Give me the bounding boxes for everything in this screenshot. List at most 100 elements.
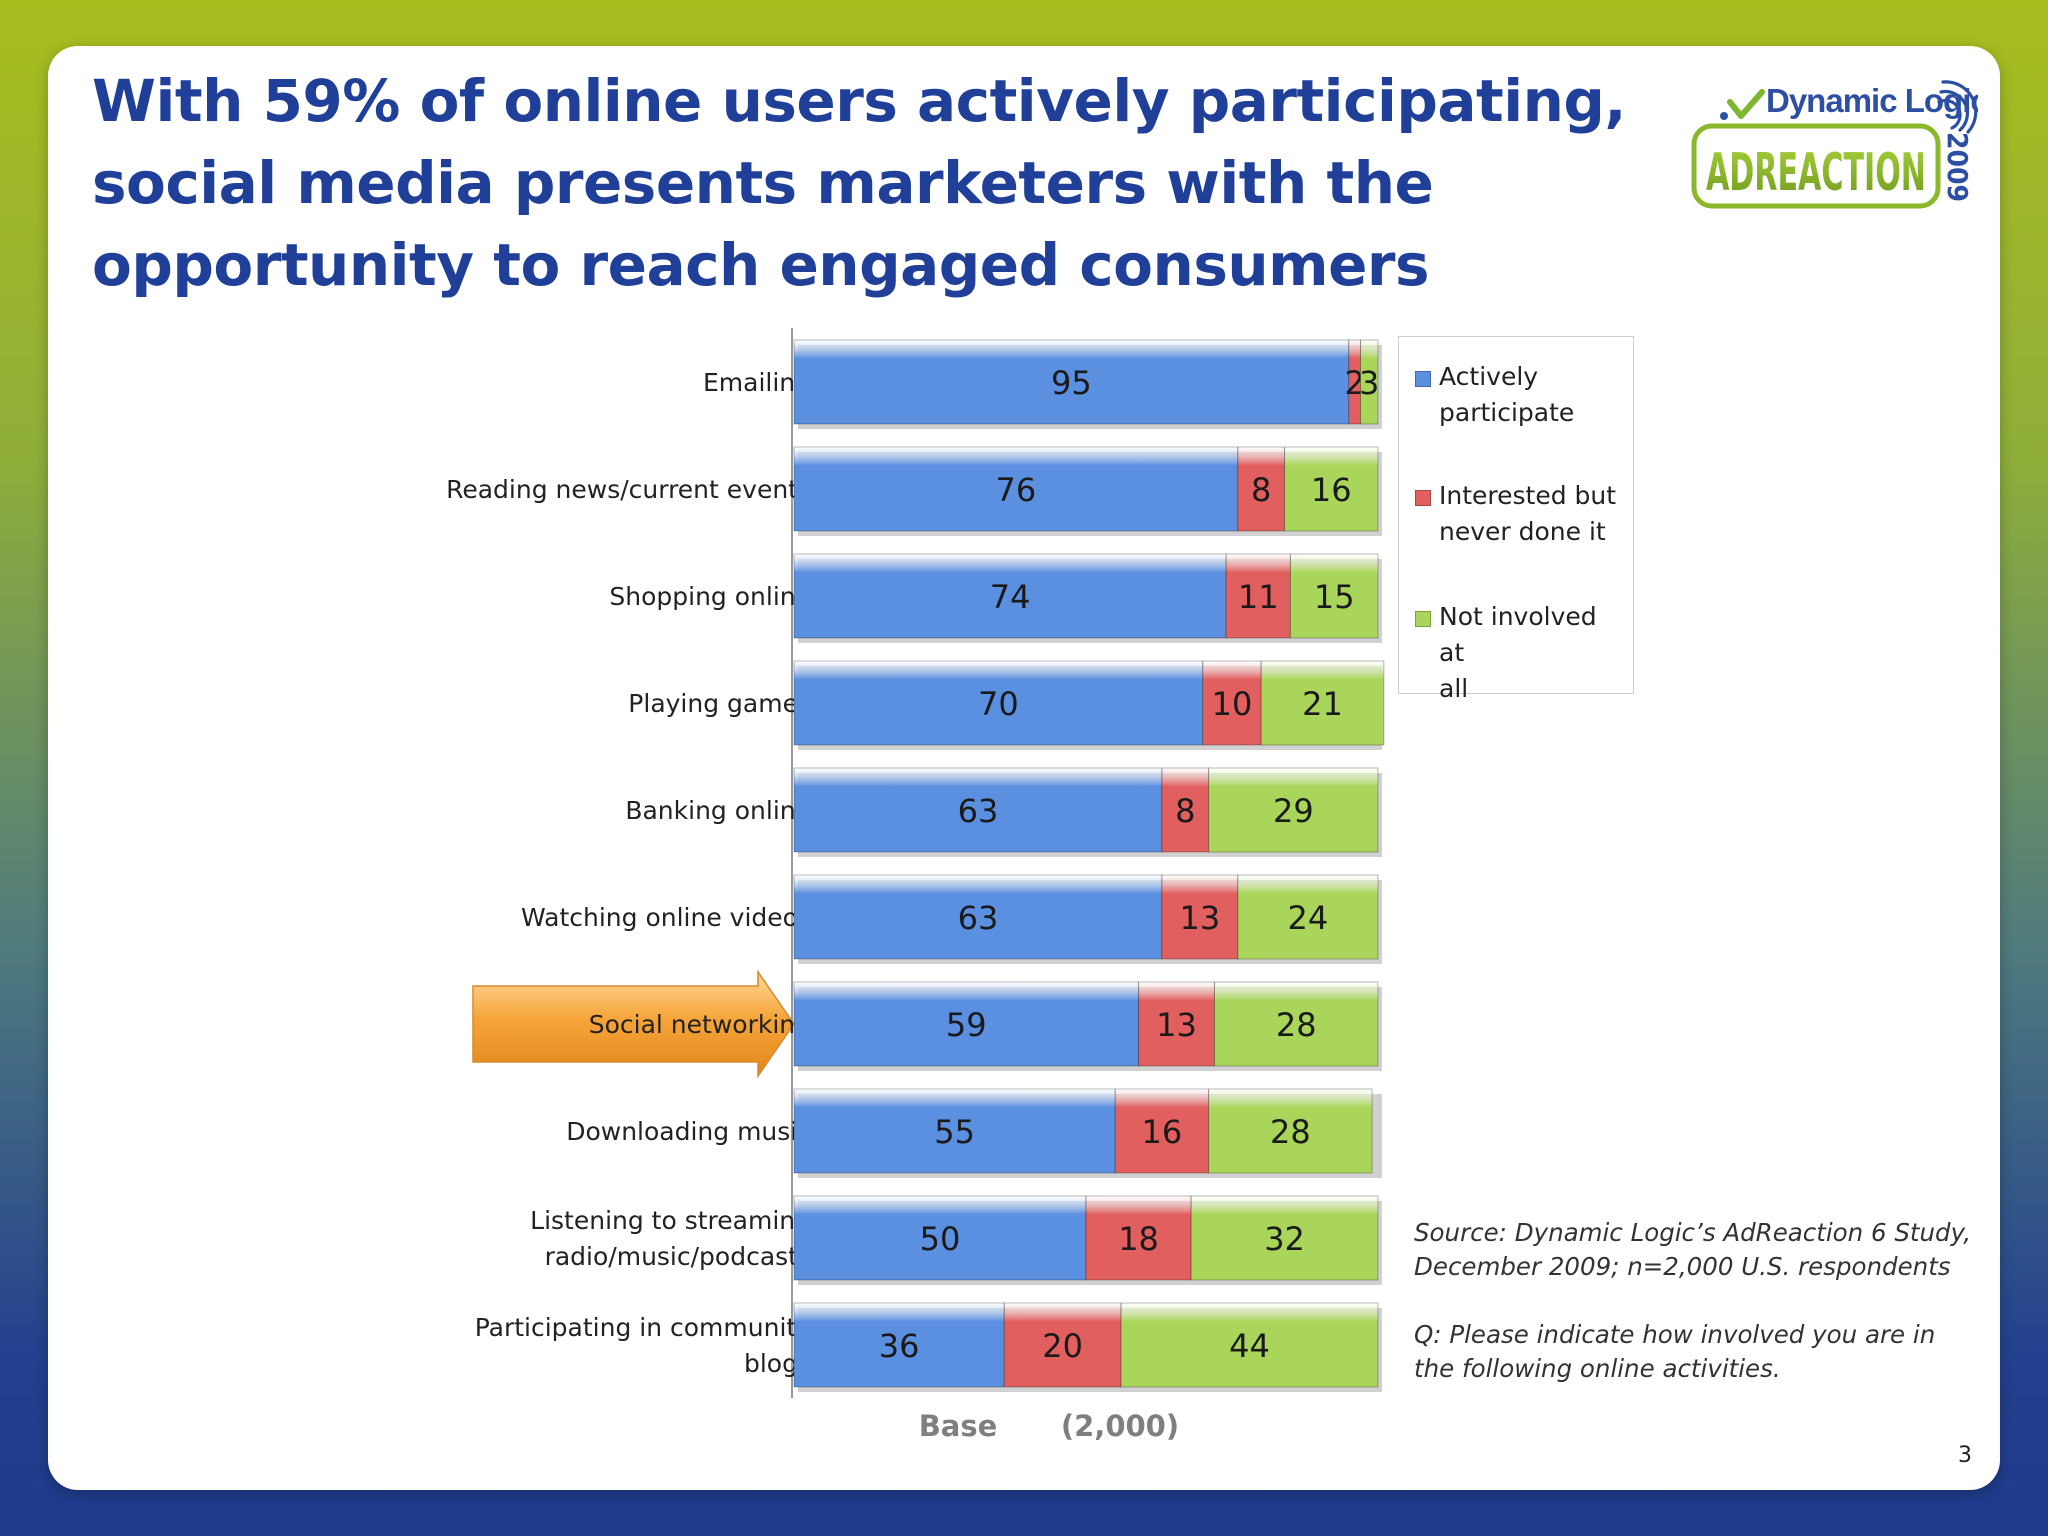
data-label: 16 — [1311, 471, 1352, 509]
question-note: Q: Please indicate how involved you are … — [1414, 1320, 1936, 1383]
bar-segment — [1289, 553, 1379, 639]
bar-segment — [793, 1088, 1116, 1174]
bar-segment — [1260, 660, 1385, 746]
category-label: Downloading music — [566, 1117, 811, 1146]
category-label: radio/music/podcasts — [545, 1242, 811, 1271]
data-label: 2 — [1344, 364, 1364, 402]
data-label: 55 — [934, 1113, 975, 1151]
bar-segment — [1190, 1195, 1379, 1281]
page-number: 3 — [1958, 1443, 1972, 1468]
base-label: Base — [919, 1409, 998, 1443]
data-label: 28 — [1276, 1006, 1317, 1044]
legend-swatch-green — [1415, 611, 1431, 627]
legend-line: Not involved at — [1439, 602, 1597, 667]
bar-segment — [793, 767, 1163, 853]
data-label: 13 — [1180, 899, 1221, 937]
data-label: 18 — [1118, 1220, 1159, 1258]
logo-year-text: 2009 — [1941, 132, 1974, 202]
source-note: Source: Dynamic Logic’s AdReaction 6 Stu… — [1414, 1218, 1971, 1281]
logo-adreaction-frame — [1691, 123, 1941, 209]
data-label: 74 — [990, 578, 1031, 616]
category-label: Emailing — [703, 368, 811, 397]
category-label: Participating in community — [475, 1313, 812, 1342]
category-label: Shopping online — [609, 582, 811, 611]
data-label: 50 — [920, 1220, 961, 1258]
bar-segment — [1208, 1088, 1373, 1174]
category-label: Playing games — [628, 689, 811, 718]
signal-waves-icon — [1937, 80, 1978, 134]
bar-segment — [1237, 446, 1286, 532]
chart-legend: Actively participate Interested but neve… — [1398, 336, 1634, 703]
legend-swatch-red — [1415, 490, 1431, 506]
bar-segment — [1114, 1088, 1210, 1174]
bar-segment — [793, 339, 1350, 425]
data-label: 36 — [879, 1327, 920, 1365]
data-label: 8 — [1251, 471, 1271, 509]
data-label: 70 — [978, 685, 1019, 723]
dynamic-logic-adreaction-logo: Dynamic Logic ADREACTION 2009 — [1691, 80, 1978, 209]
legend-item-actively-participate: Actively participate — [1415, 359, 1629, 431]
stacked-bar-chart: Emailing 95 23 Reading news/current events 7… — [446, 328, 1385, 1443]
bar-segment — [793, 874, 1163, 960]
bar-segment — [793, 1195, 1087, 1281]
legend-item-not-involved: Not involved at all — [1415, 599, 1629, 707]
bar-segment — [1085, 1195, 1192, 1281]
data-label: 21 — [1302, 685, 1343, 723]
bar-segment — [1284, 446, 1379, 532]
bar-segment — [793, 981, 1140, 1067]
highlight-arrow-icon — [472, 969, 795, 1079]
base-value: (2,000) — [1061, 1409, 1179, 1443]
bar-segment — [1003, 1302, 1122, 1388]
bar-segment — [1208, 767, 1379, 853]
legend-item-interested-never-done: Interested but never done it — [1415, 478, 1629, 550]
data-label: 28 — [1270, 1113, 1311, 1151]
legend-text-interested-never-done: Interested but never done it — [1439, 478, 1629, 550]
data-label: 63 — [958, 792, 999, 830]
data-label: 15 — [1314, 578, 1355, 616]
category-label: Banking online — [625, 796, 811, 825]
category-label: Watching online videos — [521, 903, 811, 932]
legend-line: Actively — [1439, 362, 1539, 391]
bar-segment — [1202, 660, 1262, 746]
data-label: 76 — [996, 471, 1037, 509]
data-label: 32 — [1264, 1220, 1305, 1258]
data-label: 59 — [946, 1006, 987, 1044]
bar-segment — [793, 446, 1239, 532]
logo-product-text: ADREACTION — [1706, 143, 1926, 203]
bar-segment — [1213, 981, 1379, 1067]
data-label: 8 — [1175, 792, 1195, 830]
bar-segment — [1161, 874, 1239, 960]
bar-segment — [1237, 874, 1379, 960]
checkmark-icon — [1720, 89, 1765, 120]
data-label: 13 — [1156, 1006, 1197, 1044]
category-label: Listening to streaming — [530, 1206, 811, 1235]
slide: With 59% of online users actively partic… — [48, 46, 2000, 1490]
legend-text-actively-participate: Actively participate — [1439, 359, 1629, 431]
data-label: 16 — [1142, 1113, 1183, 1151]
data-label: 44 — [1229, 1327, 1270, 1365]
bar-segment — [1138, 981, 1215, 1067]
data-label: 20 — [1042, 1327, 1083, 1365]
data-label: 95 — [1051, 364, 1092, 402]
legend-line: participate — [1439, 398, 1575, 427]
bar-segment — [1120, 1302, 1379, 1388]
bar-segment — [1161, 767, 1210, 853]
slide-headline: With 59% of online users actively partic… — [92, 67, 1626, 299]
data-label: 63 — [958, 899, 999, 937]
data-label: 10 — [1212, 685, 1253, 723]
data-label: 24 — [1288, 899, 1329, 937]
bar-segment — [793, 660, 1204, 746]
legend-swatch-blue — [1415, 371, 1431, 387]
legend-text-not-involved: Not involved at all — [1439, 599, 1629, 707]
legend-line: all — [1439, 674, 1469, 703]
data-label: 11 — [1238, 578, 1279, 616]
legend-line: never done it — [1439, 517, 1606, 546]
bar-segment — [793, 1302, 1005, 1388]
data-label: 3 — [1359, 364, 1379, 402]
bar-segment — [1359, 339, 1379, 425]
legend-line: Interested but — [1439, 481, 1617, 510]
category-label: Social networking — [589, 1010, 811, 1039]
data-label: 29 — [1273, 792, 1314, 830]
bar-segment — [1225, 553, 1291, 639]
category-label: Reading news/current events — [446, 475, 811, 504]
